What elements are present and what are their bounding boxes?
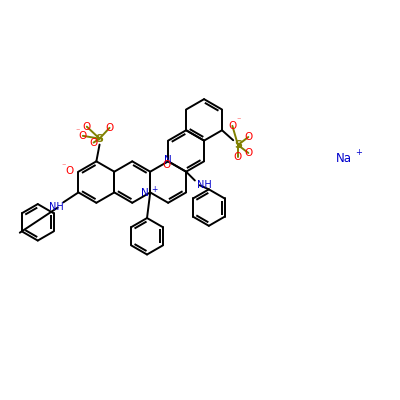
Text: O: O [83,122,91,132]
Text: O: O [105,123,114,133]
Text: O: O [66,166,74,176]
Text: ⁻: ⁻ [75,126,80,136]
Text: +: + [151,185,157,194]
Text: ⁻: ⁻ [236,116,241,125]
Text: S: S [234,140,242,150]
Text: O: O [234,152,242,162]
Text: O: O [162,160,170,170]
Text: ⁻: ⁻ [62,161,66,170]
Text: N: N [141,188,148,198]
Text: S: S [96,134,104,144]
Text: Na: Na [336,152,352,165]
Text: N: N [164,155,172,165]
Text: NH: NH [48,202,63,212]
Text: O: O [90,138,98,148]
Text: O: O [244,148,252,158]
Text: O: O [244,132,252,142]
Text: NH: NH [197,180,212,190]
Text: O: O [79,131,87,141]
Text: +: + [355,148,362,157]
Text: O: O [228,121,236,131]
